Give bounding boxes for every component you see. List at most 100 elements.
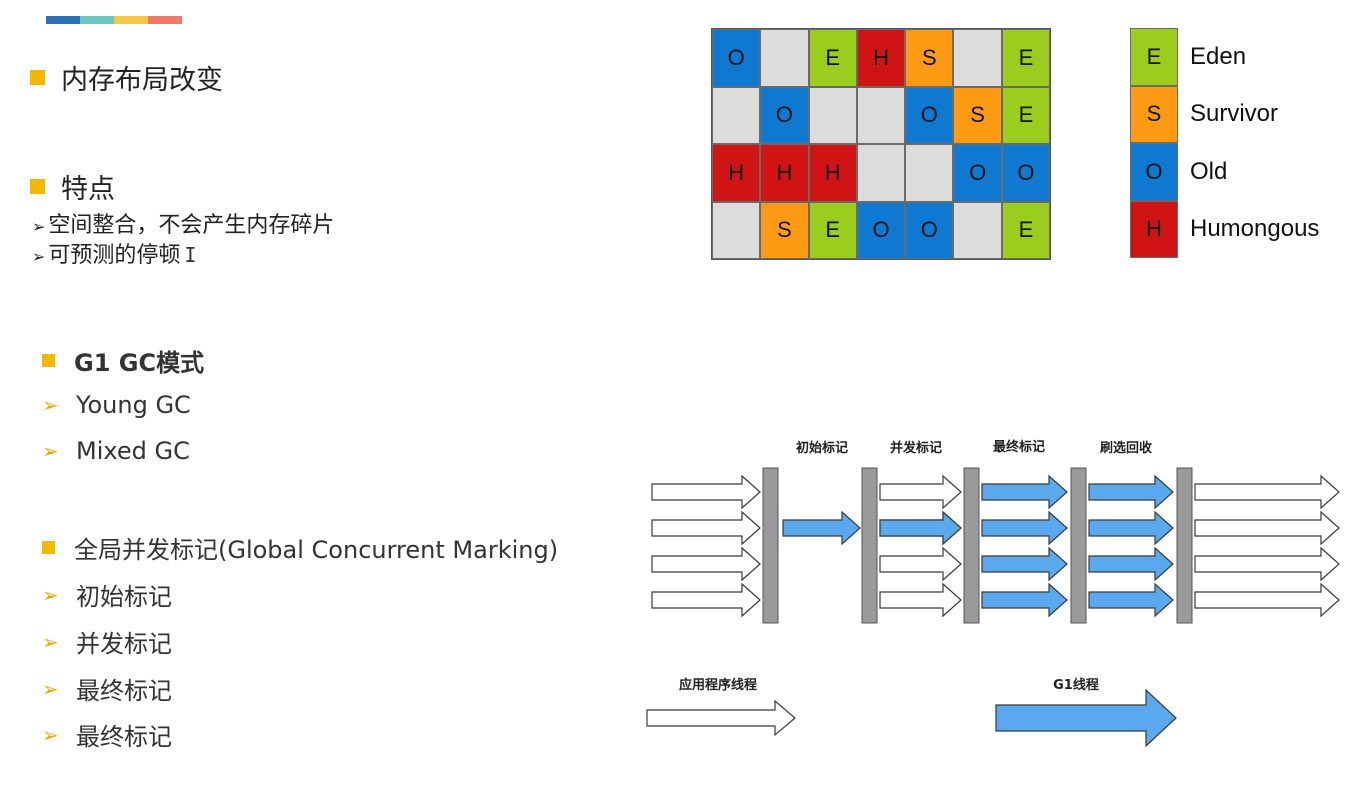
bullet-square-icon [42, 354, 55, 367]
legend-label-old: Old [1190, 157, 1228, 185]
app-thread-arrow [879, 546, 962, 582]
region-cell-free [760, 29, 809, 87]
stw-pause-bar-end [1176, 467, 1193, 624]
top-color-bar [46, 16, 182, 24]
gc-mode-item: ➢ Mixed GC [42, 437, 190, 465]
marking-title: 全局并发标记(Global Concurrent Marking) [42, 530, 558, 565]
marking-step-text: 最终标记 [76, 677, 172, 705]
region-cell-humongous: H [760, 144, 809, 202]
phase-label-cleanup: 刷选回收 [1100, 440, 1153, 456]
app-thread-arrow [1194, 474, 1340, 510]
marking-step: ➢ 并发标记 [42, 624, 172, 659]
region-cell-eden: E [808, 201, 857, 259]
legend-label-humongous: Humongous [1190, 215, 1320, 243]
heading-features: 特点 [30, 167, 115, 206]
heading-memory-layout-text: 内存布局改变 [61, 65, 223, 96]
marking-step-text: 初始标记 [76, 583, 172, 611]
region-cell-eden: E [808, 29, 857, 87]
feature-item-2-text: 可预测的停顿 [48, 243, 181, 268]
text-cursor-icon: I [184, 243, 197, 267]
gc-modes-title: G1 GC模式 [42, 343, 204, 378]
marking-title-text: 全局并发标记(Global Concurrent Marking) [74, 536, 559, 564]
region-cell-free [856, 86, 906, 144]
legend-app-thread-arrow [646, 699, 796, 737]
stw-pause-bar-final-mark [963, 467, 980, 624]
g1-thread-arrow [782, 510, 861, 546]
marking-step-text: 并发标记 [76, 630, 172, 658]
legend-row-survivor: S Survivor [1130, 85, 1319, 143]
g1-thread-arrow [981, 546, 1068, 582]
bullet-square-icon [30, 179, 45, 194]
g1-thread-arrow [1088, 582, 1174, 618]
region-cell-free [808, 86, 857, 144]
app-thread-arrow [651, 546, 761, 582]
legend-swatch-survivor: S [1130, 85, 1178, 143]
region-cell-old: O [905, 201, 954, 259]
region-cell-free [953, 201, 1002, 259]
legend-label-g1-thread: G1线程 [1053, 677, 1099, 693]
region-cell-free [712, 86, 761, 144]
chevron-bullet-icon: ➢ [42, 676, 59, 701]
g1-thread-arrow [981, 510, 1068, 546]
region-cell-survivor: S [760, 201, 809, 259]
bullet-square-icon [30, 70, 45, 85]
app-thread-arrow [1194, 546, 1340, 582]
legend-swatch-humongous: H [1130, 200, 1178, 258]
chevron-bullet-icon: ➢ [42, 439, 59, 463]
app-thread-arrow [1194, 582, 1340, 618]
app-thread-arrow [651, 474, 761, 510]
arrow-bullet-icon: ➢ [32, 217, 46, 236]
feature-item-1-text: 空间整合，不会产生内存碎片 [48, 213, 335, 238]
legend-label-survivor: Survivor [1190, 100, 1279, 128]
gc-mode-item: ➢ Young GC [42, 391, 191, 419]
region-cell-eden: E [1001, 86, 1051, 144]
region-cell-old: O [856, 201, 906, 259]
g1-thread-arrow [879, 510, 962, 546]
g1-thread-arrow [1088, 510, 1174, 546]
app-thread-arrow [879, 582, 962, 618]
feature-item-2: ➢ 可预测的停顿 I [32, 237, 196, 269]
phase-label-final-mark: 最终标记 [993, 439, 1045, 455]
marking-step: ➢ 最终标记 [42, 717, 172, 752]
app-thread-arrow [879, 474, 962, 510]
legend-g1-thread-arrow [995, 688, 1177, 748]
chevron-bullet-icon: ➢ [42, 629, 59, 654]
legend-label-eden: Eden [1190, 42, 1247, 70]
region-cell-free [856, 144, 906, 202]
region-cell-humongous: H [856, 29, 906, 87]
region-cell-old: O [953, 144, 1002, 202]
g1-thread-arrow [1088, 546, 1174, 582]
top-bar-segment-1 [46, 16, 80, 24]
region-cell-humongous: H [808, 144, 857, 202]
region-legend: E Eden S Survivor O Old H Humongous [1130, 28, 1319, 258]
app-thread-arrow [651, 510, 761, 546]
phase-label-initial-mark: 初始标记 [796, 440, 848, 456]
legend-swatch-eden: E [1130, 28, 1178, 86]
region-cell-free [712, 201, 761, 259]
legend-row-eden: E Eden [1130, 28, 1319, 86]
top-bar-segment-2 [80, 16, 114, 24]
stw-pause-bar-cleanup [1070, 467, 1087, 624]
g1-thread-arrow [981, 582, 1068, 618]
region-cell-survivor: S [953, 86, 1002, 144]
gc-mode-item-text: Young GC [76, 391, 191, 419]
region-cell-old: O [1001, 144, 1051, 202]
region-cell-old: O [712, 29, 761, 87]
arrow-bullet-icon: ➢ [32, 247, 46, 266]
top-bar-segment-4 [148, 16, 182, 24]
heading-memory-layout: 内存布局改变 [30, 58, 223, 97]
region-cell-survivor: S [905, 29, 954, 87]
legend-row-humongous: H Humongous [1130, 200, 1320, 258]
top-bar-segment-3 [114, 16, 148, 24]
legend-label-app-thread: 应用程序线程 [679, 677, 757, 693]
chevron-bullet-icon: ➢ [42, 722, 59, 747]
region-cell-humongous: H [712, 144, 761, 202]
flow-shapes [646, 467, 1340, 748]
gc-modes-title-text: G1 GC模式 [74, 349, 205, 377]
chevron-bullet-icon: ➢ [42, 582, 59, 607]
region-cell-old: O [760, 86, 809, 144]
feature-item-1: ➢ 空间整合，不会产生内存碎片 [32, 207, 334, 239]
marking-step: ➢ 初始标记 [42, 577, 172, 612]
legend-swatch-old: O [1130, 143, 1178, 201]
